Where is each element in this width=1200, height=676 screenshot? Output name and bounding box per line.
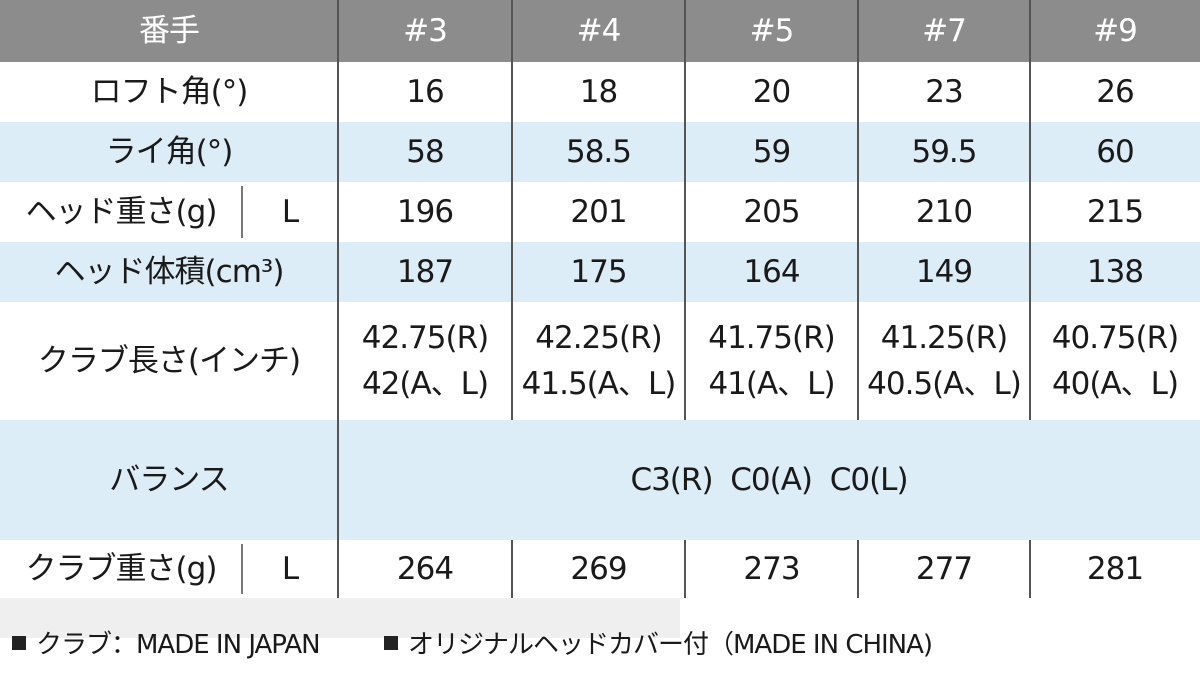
footer-text: クラブ：MADE IN JAPAN	[36, 630, 321, 660]
value-cell: 138	[1086, 253, 1144, 290]
value-cell: 205	[743, 193, 800, 230]
value-cell: 201	[570, 193, 627, 230]
row-label: ヘッド重さ(g)	[25, 193, 218, 230]
column-divider	[511, 540, 513, 598]
column-divider	[337, 0, 339, 598]
row-sublabel: L	[281, 193, 299, 230]
row-bg	[0, 540, 1200, 598]
row-bg	[0, 302, 1200, 420]
value-cell: 42.75(R) 42(A、L)	[338, 302, 512, 420]
value-cell: 40.75(R) 40(A、L)	[1030, 302, 1200, 420]
value-cell: 42.25(R) 41.5(A、L)	[512, 302, 685, 420]
value-line: 41.75(R)	[708, 319, 835, 356]
value-cell: 196	[396, 193, 454, 230]
value-cell: 175	[570, 253, 627, 290]
value-cell: 59	[752, 133, 791, 170]
value-line: 42.25(R)	[535, 319, 662, 356]
bullet	[12, 635, 26, 650]
value-line: 41.5(A、L)	[521, 366, 677, 402]
value-cell: 60	[1096, 133, 1134, 170]
row-label: クラブ重さ(g)	[25, 550, 218, 587]
value-cell: 41.75(R) 41(A、L)	[685, 302, 858, 420]
row-label: ロフト角(°)	[90, 73, 249, 110]
row-bg	[0, 122, 1200, 182]
header-cell: #7	[922, 12, 967, 49]
bullet	[384, 635, 398, 650]
row-label: ライ角(°)	[105, 133, 234, 170]
header-cell: #9	[1093, 12, 1138, 49]
row-label: ヘッド体積(cm³)	[54, 253, 285, 290]
value-line: 40.75(R)	[1051, 319, 1179, 356]
row-label: クラブ長さ(インチ)	[37, 342, 301, 379]
row-sublabel: L	[281, 550, 299, 587]
value-line: 40.5(A、L)	[867, 366, 1022, 402]
value-cell: 210	[915, 193, 973, 230]
span-cell: C3(R) C0(A) C0(L)	[630, 461, 908, 498]
header-cell: #4	[576, 12, 622, 49]
value-cell: 58.5	[565, 133, 632, 170]
row-label: バランス	[109, 461, 229, 498]
column-divider	[1029, 540, 1031, 598]
row-bg	[0, 242, 1200, 302]
sub-divider	[241, 186, 243, 238]
value-cell: 18	[579, 73, 618, 110]
value-cell: 26	[1096, 73, 1134, 110]
value-cell: 269	[570, 550, 627, 587]
value-cell: 20	[752, 73, 791, 110]
value-line: 42.75(R)	[361, 319, 489, 356]
value-line: 42(A、L)	[361, 366, 489, 402]
column-divider	[684, 0, 686, 420]
value-cell: 264	[396, 550, 454, 587]
row-bg	[0, 0, 1200, 62]
header-cell: 番手	[139, 12, 200, 49]
column-divider	[684, 540, 686, 598]
value-cell: 23	[925, 73, 963, 110]
footer-item: オリジナルヘッドカバー付（MADE IN CHINA)	[384, 624, 933, 661]
value-cell: 149	[915, 253, 973, 290]
value-cell: 59.5	[911, 133, 977, 170]
row-bg	[0, 62, 1200, 122]
sub-divider	[241, 544, 243, 594]
value-line: 40(A、L)	[1051, 366, 1179, 402]
header-cell: #5	[749, 12, 795, 49]
column-divider	[1029, 0, 1031, 420]
header-cell: #3	[403, 12, 448, 49]
value-cell: 41.25(R) 40.5(A、L)	[858, 302, 1030, 420]
value-cell: 215	[1086, 193, 1144, 230]
value-cell: 16	[406, 73, 444, 110]
value-cell: 281	[1086, 550, 1144, 587]
row-bg	[0, 420, 1200, 540]
value-line: 41(A、L)	[708, 366, 835, 402]
value-cell: 58	[406, 133, 444, 170]
row-bg	[0, 182, 1200, 242]
footer-item: クラブ：MADE IN JAPAN	[12, 624, 321, 661]
footer-band	[0, 598, 680, 638]
column-divider	[857, 0, 859, 420]
column-divider	[857, 540, 859, 598]
footer: クラブ：MADE IN JAPAN オリジナルヘッドカバー付（MADE IN C…	[0, 598, 1200, 676]
value-cell: 164	[743, 253, 800, 290]
value-cell: 277	[915, 550, 973, 587]
value-line: 41.25(R)	[880, 319, 1008, 356]
value-cell: 273	[743, 550, 800, 587]
column-divider	[511, 0, 513, 420]
value-cell: 187	[396, 253, 454, 290]
footer-text: オリジナルヘッドカバー付（MADE IN CHINA)	[408, 630, 933, 660]
